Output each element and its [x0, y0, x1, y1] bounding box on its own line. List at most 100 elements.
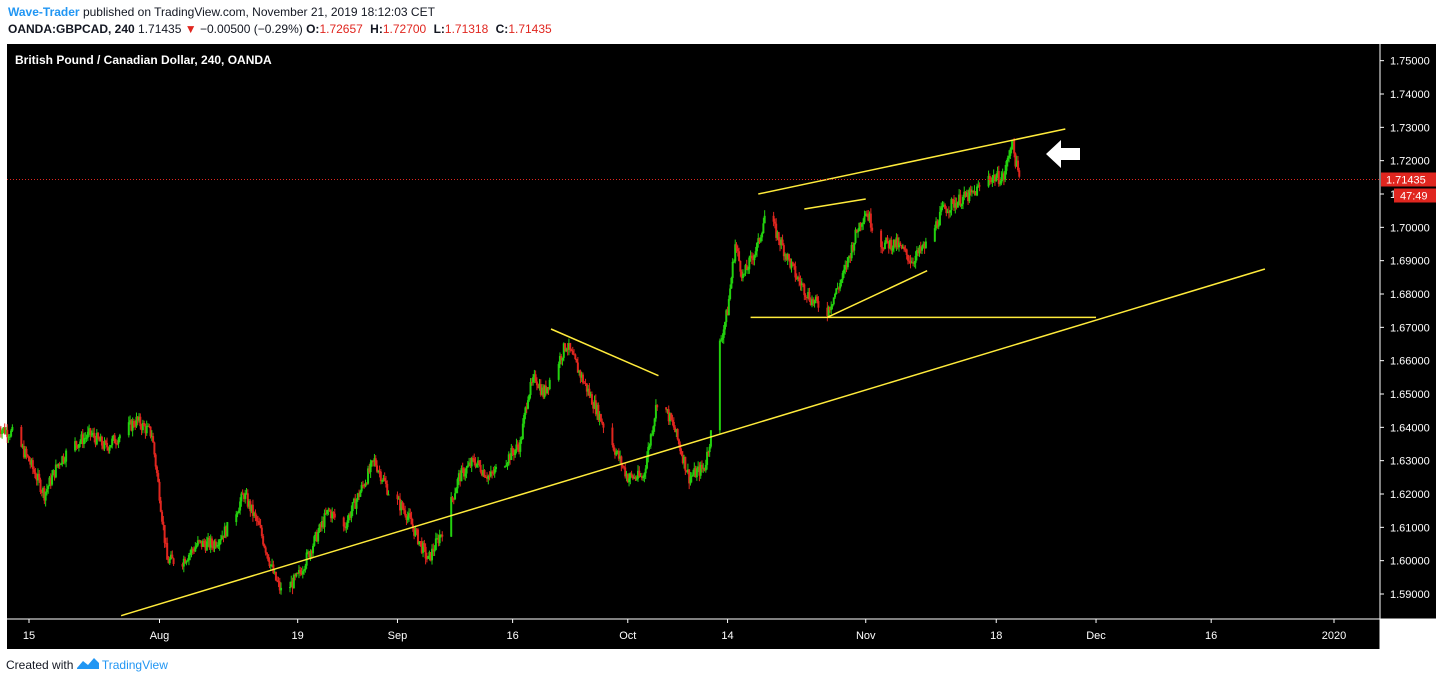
plot-area[interactable] [7, 44, 1380, 619]
candle-body [374, 458, 377, 466]
candle-body [193, 550, 196, 552]
candle-body [303, 570, 306, 572]
trendline[interactable] [827, 269, 928, 319]
candle-body [839, 282, 842, 289]
candle-body [6, 429, 9, 438]
candle-body [972, 190, 975, 193]
candle-body [1011, 140, 1014, 147]
candle-body [698, 466, 701, 476]
candle-body [562, 343, 565, 358]
trendline[interactable] [550, 328, 659, 377]
candle-body [566, 348, 569, 350]
candle-body [478, 460, 481, 466]
candle-body [44, 492, 47, 501]
candle-body [102, 445, 105, 449]
tradingview-link[interactable]: TradingView [101, 658, 168, 672]
candle-body [168, 558, 171, 564]
tradingview-logo-icon [76, 658, 102, 672]
candle-body [213, 541, 216, 549]
trendline[interactable] [120, 268, 1266, 617]
candle-body [480, 471, 483, 476]
candle-body [800, 283, 803, 286]
candle-body [950, 198, 953, 211]
candle-body [565, 348, 568, 351]
candle-body [280, 587, 283, 591]
time-axis-panel[interactable] [7, 619, 1380, 649]
candle-body [494, 466, 497, 470]
candle-body [140, 426, 143, 431]
candle-body [269, 564, 272, 567]
candle-body [115, 443, 117, 445]
trendline[interactable] [758, 128, 1066, 195]
candle-body [493, 469, 496, 474]
candle-body [700, 464, 703, 469]
candle-body [308, 551, 311, 558]
candle-body [383, 478, 386, 481]
candle-body [725, 310, 728, 323]
candle-body [99, 436, 102, 442]
candle-body [841, 273, 844, 280]
candle-body [418, 541, 421, 545]
candle-body [360, 484, 363, 492]
symbol-line: OANDA:GBPCAD, 240 1.71435 ▼ −0.00500 (−0… [8, 22, 556, 36]
candle-body [76, 445, 79, 448]
candle-body [196, 540, 199, 546]
candle-body [130, 420, 133, 431]
candle-body [210, 538, 213, 546]
candle-body [738, 251, 741, 261]
open-label: O: [306, 22, 320, 36]
candle-body [914, 255, 917, 263]
candle-body [523, 414, 526, 424]
candle-body [164, 542, 167, 544]
candle-body [695, 469, 698, 478]
candle-body [1000, 177, 1003, 184]
candle-body [85, 437, 88, 439]
price-chart[interactable]: 1.59000 1.60000 1.61000 1.62000 1.63000 1.640… [0, 44, 1444, 650]
candles-layer [0, 137, 1021, 595]
candle-body [1006, 157, 1009, 162]
candle-body [3, 427, 6, 434]
candle-body [816, 296, 819, 302]
candle-body [186, 560, 189, 562]
candle-body [245, 493, 248, 495]
candle-body [309, 550, 312, 558]
candle-body [826, 307, 829, 317]
trendline[interactable] [804, 198, 866, 210]
candle-body [910, 262, 913, 264]
candle-body [729, 288, 732, 300]
candle-body [475, 463, 478, 467]
candle-body [860, 223, 863, 227]
candle-body [4, 429, 7, 434]
candle-body [217, 545, 220, 547]
candle-body [721, 337, 724, 340]
candle-body [656, 405, 659, 408]
candle-body [413, 527, 416, 536]
candle-body [333, 513, 336, 518]
candle-body [294, 575, 297, 577]
candle-body [887, 241, 890, 249]
candle-body [268, 560, 271, 567]
candle-body [2, 427, 5, 431]
candle-body [790, 262, 793, 268]
candle-body [736, 248, 739, 252]
candle-body [894, 239, 897, 247]
candle-body [31, 460, 34, 470]
candle-body [93, 432, 96, 439]
author-link[interactable]: Wave-Trader [8, 5, 80, 19]
candle-body [299, 569, 302, 573]
candle-body [585, 383, 588, 392]
candle-body [787, 254, 790, 259]
candle-body [189, 552, 192, 555]
candle-body [154, 454, 157, 467]
candle-body [258, 521, 261, 525]
price-tick-label: 1.65000 [1390, 389, 1430, 401]
close-label: C: [495, 22, 509, 36]
candle-body [921, 247, 924, 251]
candle-body [629, 473, 632, 479]
candle-body [620, 456, 623, 466]
candle-body [47, 486, 50, 490]
candle-body [674, 427, 677, 433]
price-axis-panel[interactable] [1380, 44, 1436, 619]
candle-body [30, 460, 33, 465]
candle-body [532, 377, 535, 383]
